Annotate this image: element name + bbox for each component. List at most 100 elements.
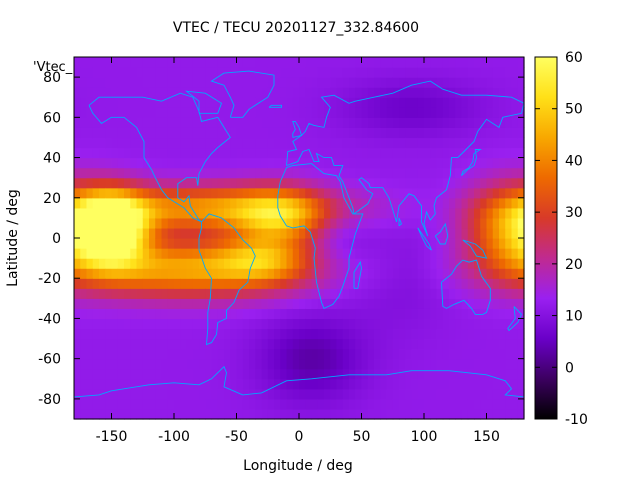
heatmap-cell bbox=[249, 127, 256, 139]
heatmap-cell bbox=[267, 278, 275, 289]
heatmap-cell bbox=[280, 288, 288, 299]
heatmap-cell bbox=[92, 358, 100, 370]
heatmap-cell bbox=[224, 207, 231, 219]
colorbar-tick-label: 50 bbox=[565, 102, 583, 118]
heatmap-cell bbox=[105, 77, 113, 88]
heatmap-cell bbox=[442, 227, 450, 239]
heatmap-cell bbox=[92, 398, 100, 410]
heatmap-cell bbox=[80, 97, 88, 108]
heatmap-cell bbox=[192, 157, 200, 169]
heatmap-cell bbox=[299, 97, 306, 108]
heatmap-cell bbox=[124, 268, 131, 279]
heatmap-cell bbox=[142, 318, 150, 330]
heatmap-cell bbox=[274, 288, 281, 299]
heatmap-cell bbox=[249, 57, 256, 68]
heatmap-cell bbox=[392, 248, 400, 259]
heatmap-cell bbox=[361, 398, 369, 410]
heatmap-cell bbox=[199, 298, 206, 309]
colorbar-tick-label: 20 bbox=[565, 257, 583, 273]
heatmap-cell bbox=[342, 368, 350, 380]
heatmap-cell bbox=[336, 408, 344, 420]
heatmap-cell bbox=[167, 157, 175, 169]
heatmap-cell bbox=[355, 147, 363, 159]
heatmap-cell bbox=[349, 338, 356, 350]
heatmap-cell bbox=[117, 398, 125, 410]
heatmap-cell bbox=[392, 238, 400, 249]
heatmap-cell bbox=[492, 87, 500, 98]
heatmap-cell bbox=[199, 238, 206, 249]
heatmap-cell bbox=[292, 107, 300, 118]
heatmap-cell bbox=[392, 187, 400, 199]
heatmap-cell bbox=[455, 398, 463, 410]
heatmap-cell bbox=[99, 408, 106, 420]
heatmap-cell bbox=[105, 147, 113, 159]
heatmap-cell bbox=[486, 308, 494, 320]
heatmap-cell bbox=[155, 177, 163, 189]
heatmap-cell bbox=[411, 57, 419, 68]
heatmap-cell bbox=[399, 157, 406, 169]
heatmap-cell bbox=[180, 258, 188, 269]
heatmap-cell bbox=[280, 127, 288, 139]
heatmap-cell bbox=[261, 107, 269, 118]
heatmap-cell bbox=[217, 368, 225, 380]
heatmap-cell bbox=[286, 298, 294, 309]
heatmap-cell bbox=[255, 197, 263, 209]
heatmap-cell bbox=[411, 227, 419, 239]
heatmap-cell bbox=[517, 137, 525, 149]
heatmap-cell bbox=[492, 167, 500, 179]
heatmap-cell bbox=[192, 368, 200, 380]
heatmap-cell bbox=[449, 408, 456, 420]
heatmap-cell bbox=[367, 67, 375, 78]
heatmap-cell bbox=[242, 157, 250, 169]
heatmap-cell bbox=[155, 97, 163, 108]
heatmap-cell bbox=[130, 268, 138, 279]
heatmap-cell bbox=[436, 227, 444, 239]
heatmap-cell bbox=[305, 107, 313, 118]
heatmap-cell bbox=[111, 77, 119, 88]
heatmap-cell bbox=[242, 77, 250, 88]
heatmap-cell bbox=[405, 227, 413, 239]
heatmap-cell bbox=[117, 217, 125, 229]
heatmap-cell bbox=[249, 238, 256, 249]
heatmap-cell bbox=[255, 137, 263, 149]
heatmap-cell bbox=[274, 328, 281, 340]
heatmap-cell bbox=[449, 117, 456, 128]
heatmap-cell bbox=[236, 318, 244, 330]
heatmap-cell bbox=[280, 378, 288, 390]
heatmap-cell bbox=[324, 157, 331, 169]
heatmap-cell bbox=[511, 87, 519, 98]
heatmap-cell bbox=[417, 288, 425, 299]
heatmap-cell bbox=[136, 398, 144, 410]
heatmap-cell bbox=[192, 197, 200, 209]
heatmap-cell bbox=[492, 358, 500, 370]
heatmap-cell bbox=[455, 388, 463, 400]
heatmap-cell bbox=[517, 248, 525, 259]
heatmap-cell bbox=[305, 197, 313, 209]
heatmap-cell bbox=[236, 248, 244, 259]
heatmap-cell bbox=[455, 298, 463, 309]
heatmap-cell bbox=[174, 368, 181, 380]
heatmap-cell bbox=[124, 408, 131, 420]
heatmap-cell bbox=[217, 147, 225, 159]
heatmap-cell bbox=[192, 308, 200, 320]
heatmap-cell bbox=[180, 177, 188, 189]
heatmap-cell bbox=[149, 248, 156, 259]
heatmap-cell bbox=[192, 147, 200, 159]
heatmap-cell bbox=[436, 207, 444, 219]
heatmap-cell bbox=[305, 167, 313, 179]
heatmap-cell bbox=[467, 137, 475, 149]
heatmap-cell bbox=[442, 398, 450, 410]
heatmap-cell bbox=[105, 167, 113, 179]
heatmap-cell bbox=[492, 278, 500, 289]
heatmap-cell bbox=[380, 238, 388, 249]
heatmap-cell bbox=[267, 358, 275, 370]
heatmap-cell bbox=[499, 217, 506, 229]
heatmap-cell bbox=[267, 408, 275, 420]
heatmap-cell bbox=[136, 167, 144, 179]
heatmap-cell bbox=[417, 157, 425, 169]
heatmap-cell bbox=[317, 398, 325, 410]
heatmap-cell bbox=[149, 318, 156, 330]
heatmap-cell bbox=[492, 57, 500, 68]
heatmap-cell bbox=[274, 147, 281, 159]
heatmap-cell bbox=[311, 318, 319, 330]
